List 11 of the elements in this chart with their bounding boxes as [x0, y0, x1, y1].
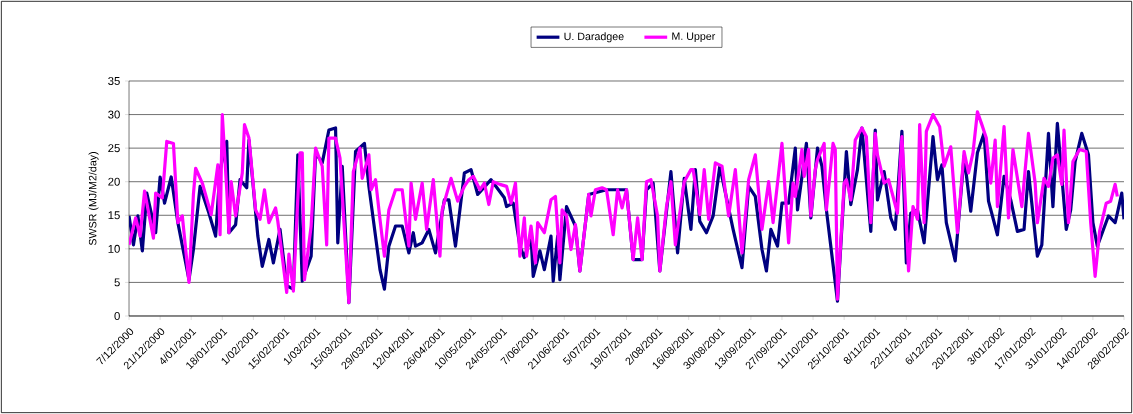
y-tick-label: 25: [108, 144, 120, 153]
y-tick-label: 35: [108, 76, 120, 85]
legend-label: U. Daradgee: [564, 32, 624, 43]
y-axis-title: SWSR (MJ/M2/day): [88, 152, 99, 246]
legend-label: M. Upper: [672, 32, 716, 43]
y-tick-label: 5: [114, 278, 120, 287]
y-tick-label: 15: [108, 211, 120, 220]
y-tick-label: 0: [114, 311, 120, 320]
y-tick-label: 10: [108, 244, 120, 253]
y-tick-label: 20: [108, 177, 120, 186]
y-tick-label: 30: [108, 110, 120, 119]
